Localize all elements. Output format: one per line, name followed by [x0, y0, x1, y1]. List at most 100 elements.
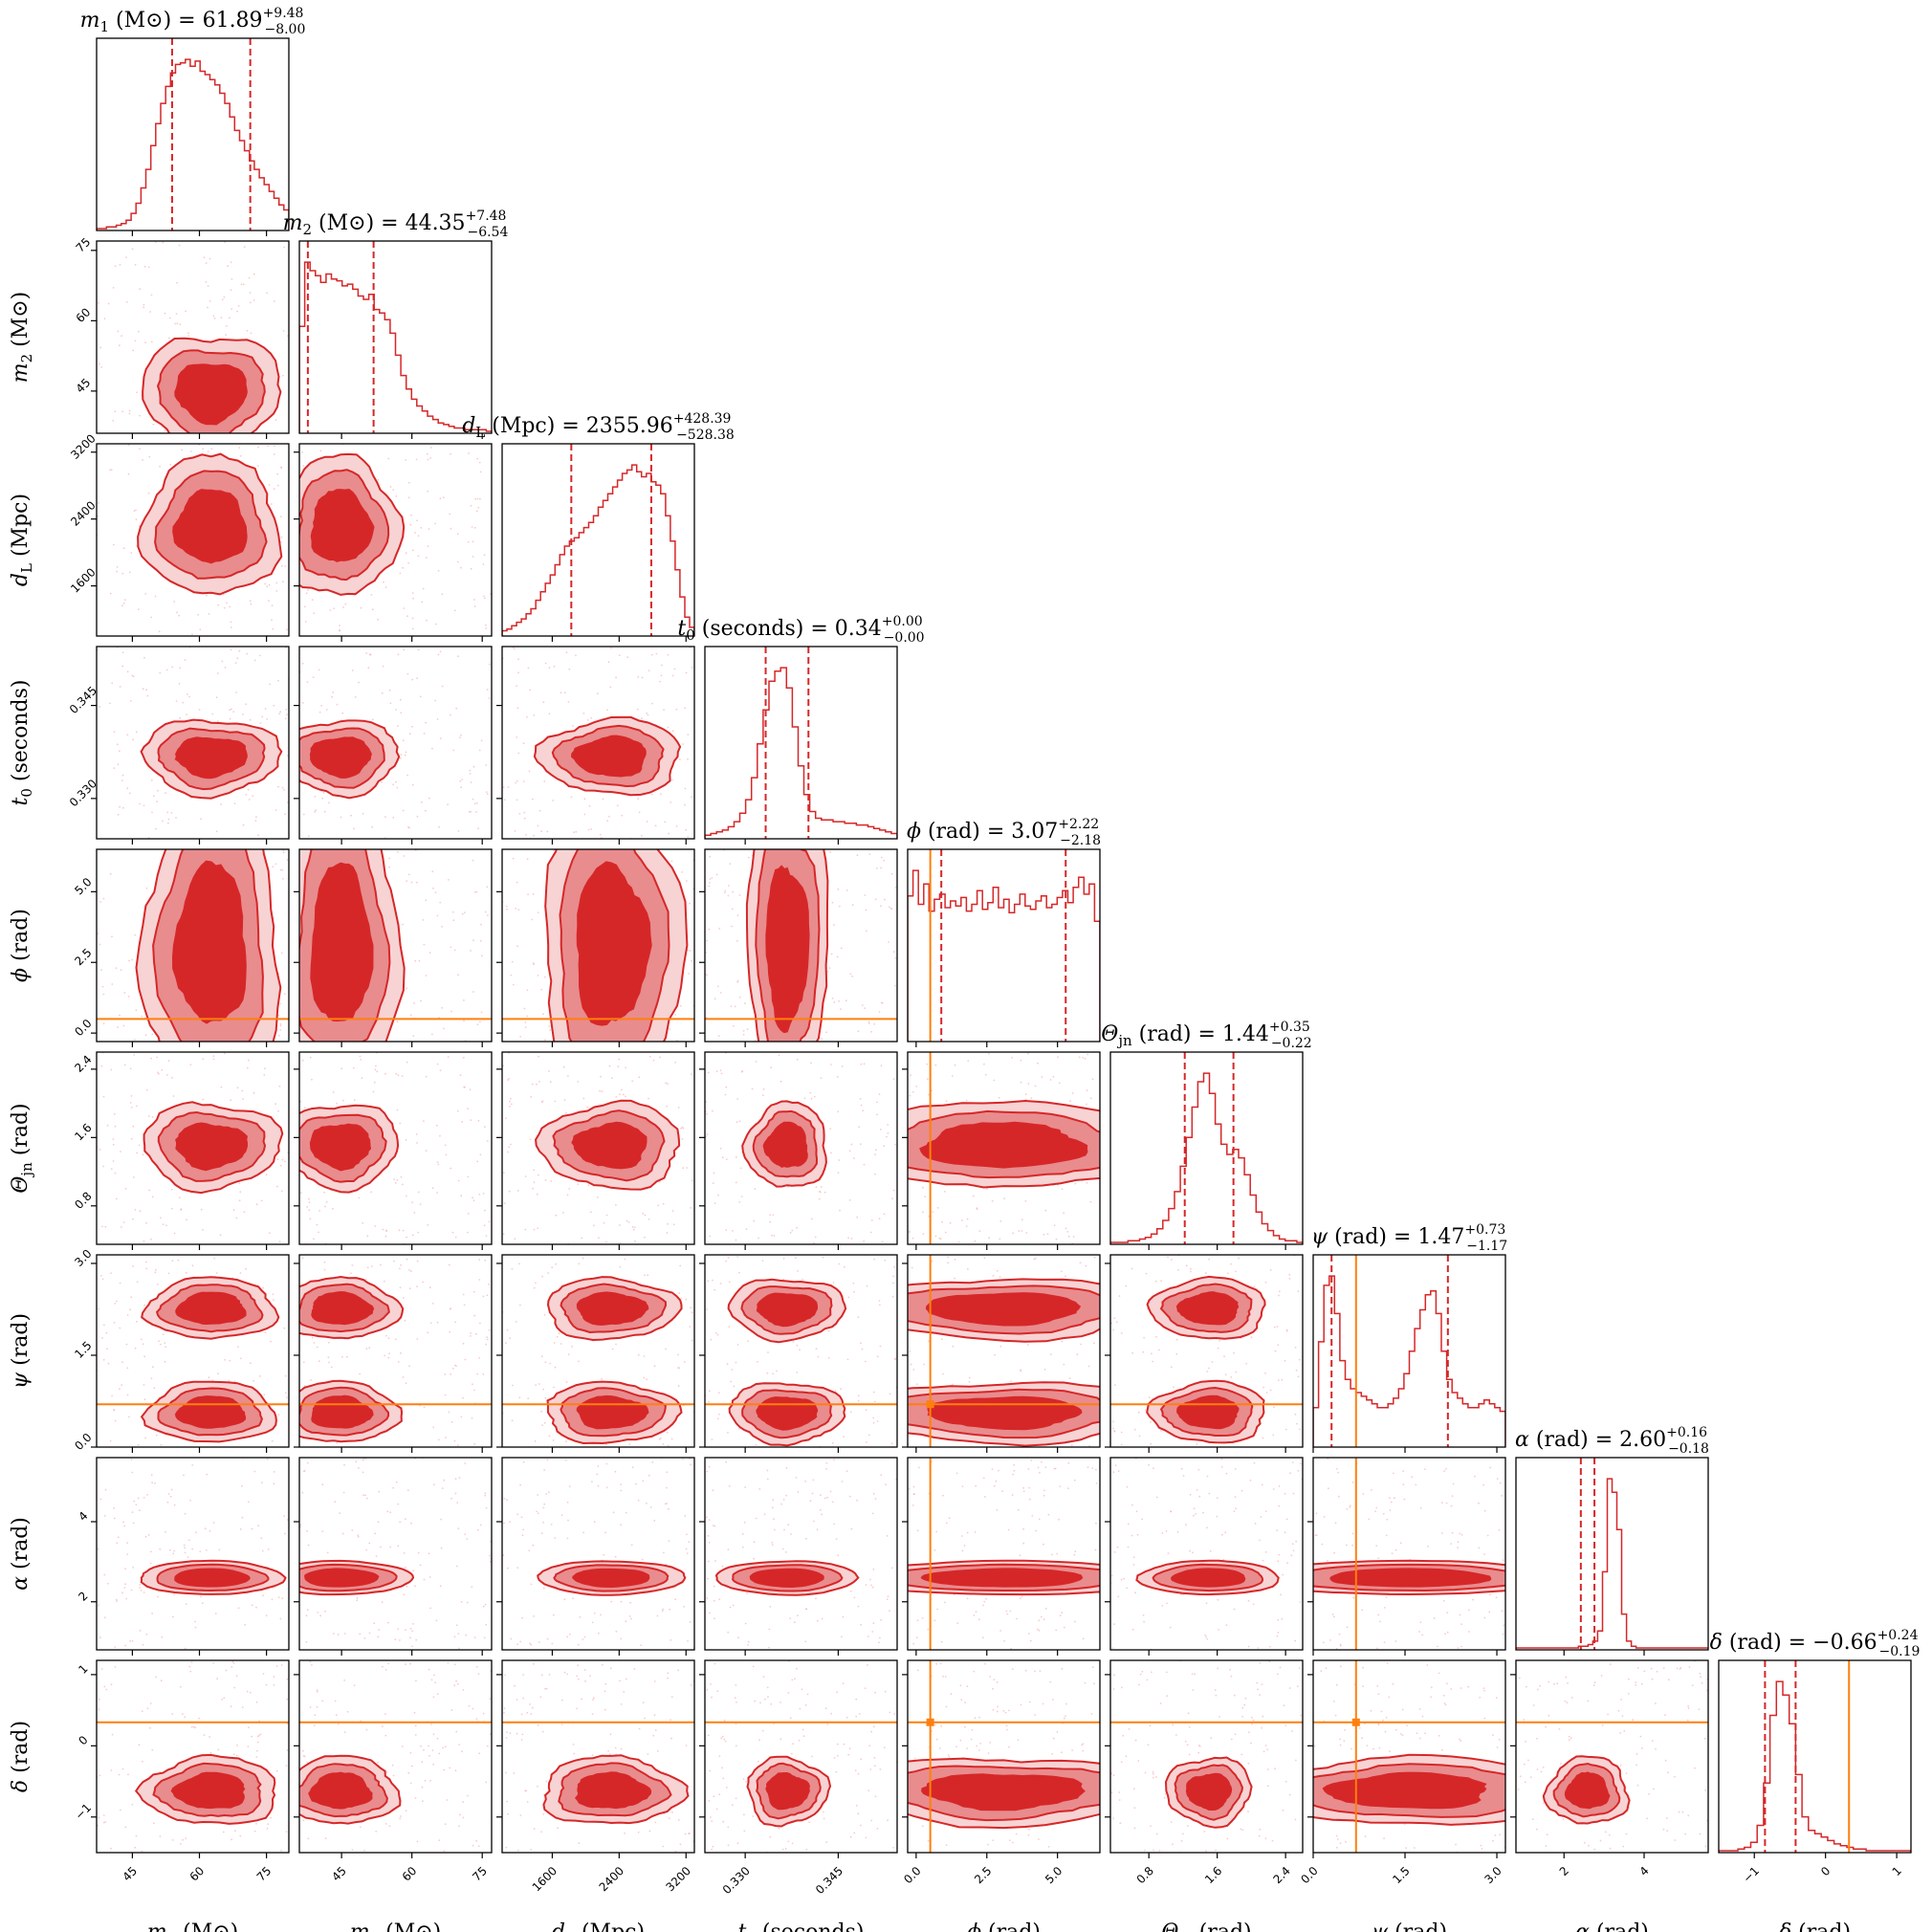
sample-dot	[1131, 1628, 1134, 1631]
sample-dot	[102, 1821, 105, 1824]
sample-dot	[1362, 1493, 1365, 1495]
sample-dot	[470, 781, 472, 783]
sample-dot	[473, 526, 476, 529]
sample-dot	[894, 956, 897, 959]
sample-dot	[724, 889, 727, 892]
sample-dot	[183, 1474, 185, 1477]
sample-dot	[460, 786, 463, 789]
sample-dot	[642, 1212, 645, 1215]
sample-dot	[181, 449, 184, 451]
sample-dot	[512, 1384, 514, 1387]
sample-dot	[742, 1029, 745, 1032]
sample-dot	[99, 1149, 101, 1151]
sample-dot	[715, 873, 718, 876]
sample-dot	[573, 1752, 576, 1755]
sample-dot	[132, 1265, 135, 1267]
sample-dot	[409, 1782, 412, 1785]
sample-dot	[1111, 1647, 1114, 1649]
sample-dot	[351, 1849, 354, 1851]
contour-theta-psi	[1175, 1291, 1240, 1326]
sample-dot	[153, 1387, 156, 1390]
sample-dot	[1150, 1442, 1153, 1445]
sample-dot	[384, 1668, 387, 1671]
sample-dot	[138, 330, 140, 333]
sample-dot	[520, 1739, 523, 1741]
sample-dot	[151, 1748, 154, 1751]
sample-dot	[1345, 1544, 1348, 1547]
sample-dot	[1028, 1498, 1031, 1501]
sample-dot	[1443, 1470, 1445, 1472]
sample-dot	[637, 1353, 640, 1356]
sample-dot	[99, 362, 100, 365]
sample-dot	[683, 1606, 686, 1608]
histogram-theta	[1109, 1051, 1304, 1250]
sample-dot	[457, 1179, 460, 1182]
sample-dot	[98, 1816, 100, 1819]
sample-dot	[1489, 1466, 1491, 1469]
sample-dot	[384, 1229, 387, 1232]
sample-dot	[278, 1086, 281, 1087]
sample-dot	[507, 1079, 509, 1081]
sample-dot	[1202, 1511, 1204, 1514]
sample-dot	[416, 815, 419, 818]
sample-dot	[128, 571, 131, 574]
sample-dot	[461, 912, 464, 915]
sample-dot	[212, 1662, 215, 1664]
sample-dot	[1049, 1079, 1052, 1081]
sample-dot	[837, 1755, 839, 1757]
sample-dot	[665, 1348, 667, 1350]
sample-dot	[738, 1201, 741, 1203]
sample-dot	[450, 452, 451, 455]
sample-dot	[1060, 1270, 1063, 1273]
sample-dot	[786, 1185, 789, 1188]
sample-dot	[887, 1124, 889, 1126]
sample-dot	[744, 1486, 746, 1488]
sample-dot	[427, 458, 429, 461]
sample-dot	[544, 1396, 547, 1399]
sample-dot	[1018, 1230, 1021, 1233]
sample-dot	[299, 1192, 302, 1195]
sample-dot	[147, 492, 150, 494]
sample-dot	[139, 1509, 141, 1511]
sample-dot	[450, 1167, 452, 1170]
panel-m1-psi: 0.01.53.0	[72, 1247, 290, 1453]
sample-dot	[615, 1343, 617, 1346]
contour-psi-alpha	[1329, 1568, 1492, 1588]
sample-dot	[316, 1223, 318, 1226]
sample-dot	[538, 1081, 540, 1083]
sample-dot	[266, 1458, 269, 1460]
sample-dot	[804, 1703, 807, 1706]
sample-dot	[1286, 1562, 1288, 1565]
sample-dot	[420, 527, 423, 529]
panel-frame	[1312, 1254, 1506, 1448]
sample-dot	[790, 1533, 792, 1535]
sample-dot	[1274, 1350, 1277, 1352]
sample-dot	[566, 1636, 569, 1638]
sample-dot	[184, 1551, 187, 1554]
sample-dot	[956, 1622, 959, 1624]
sample-dot	[149, 1562, 152, 1565]
sample-dot	[478, 1752, 481, 1755]
sample-dot	[313, 1342, 316, 1344]
sample-dot	[859, 1143, 862, 1146]
sample-dot	[506, 1567, 509, 1570]
sample-dot	[489, 1733, 492, 1735]
sample-dot	[472, 859, 474, 862]
sample-dot	[734, 1005, 736, 1008]
sample-dot	[178, 1197, 181, 1199]
sample-dot	[467, 1175, 470, 1178]
sample-dot	[735, 1697, 736, 1700]
sample-dot	[222, 593, 225, 596]
sample-dot	[810, 1218, 813, 1220]
sample-dot	[793, 1621, 796, 1624]
sample-dot	[626, 656, 629, 659]
sample-dot	[729, 1606, 732, 1609]
sample-dot	[218, 1548, 221, 1551]
sample-dot	[417, 1231, 420, 1234]
sample-dot	[223, 296, 226, 298]
sample-dot	[564, 1459, 567, 1461]
sample-dot	[768, 1628, 771, 1631]
contour-m1-delta	[170, 1771, 246, 1810]
sample-dot	[728, 885, 730, 887]
